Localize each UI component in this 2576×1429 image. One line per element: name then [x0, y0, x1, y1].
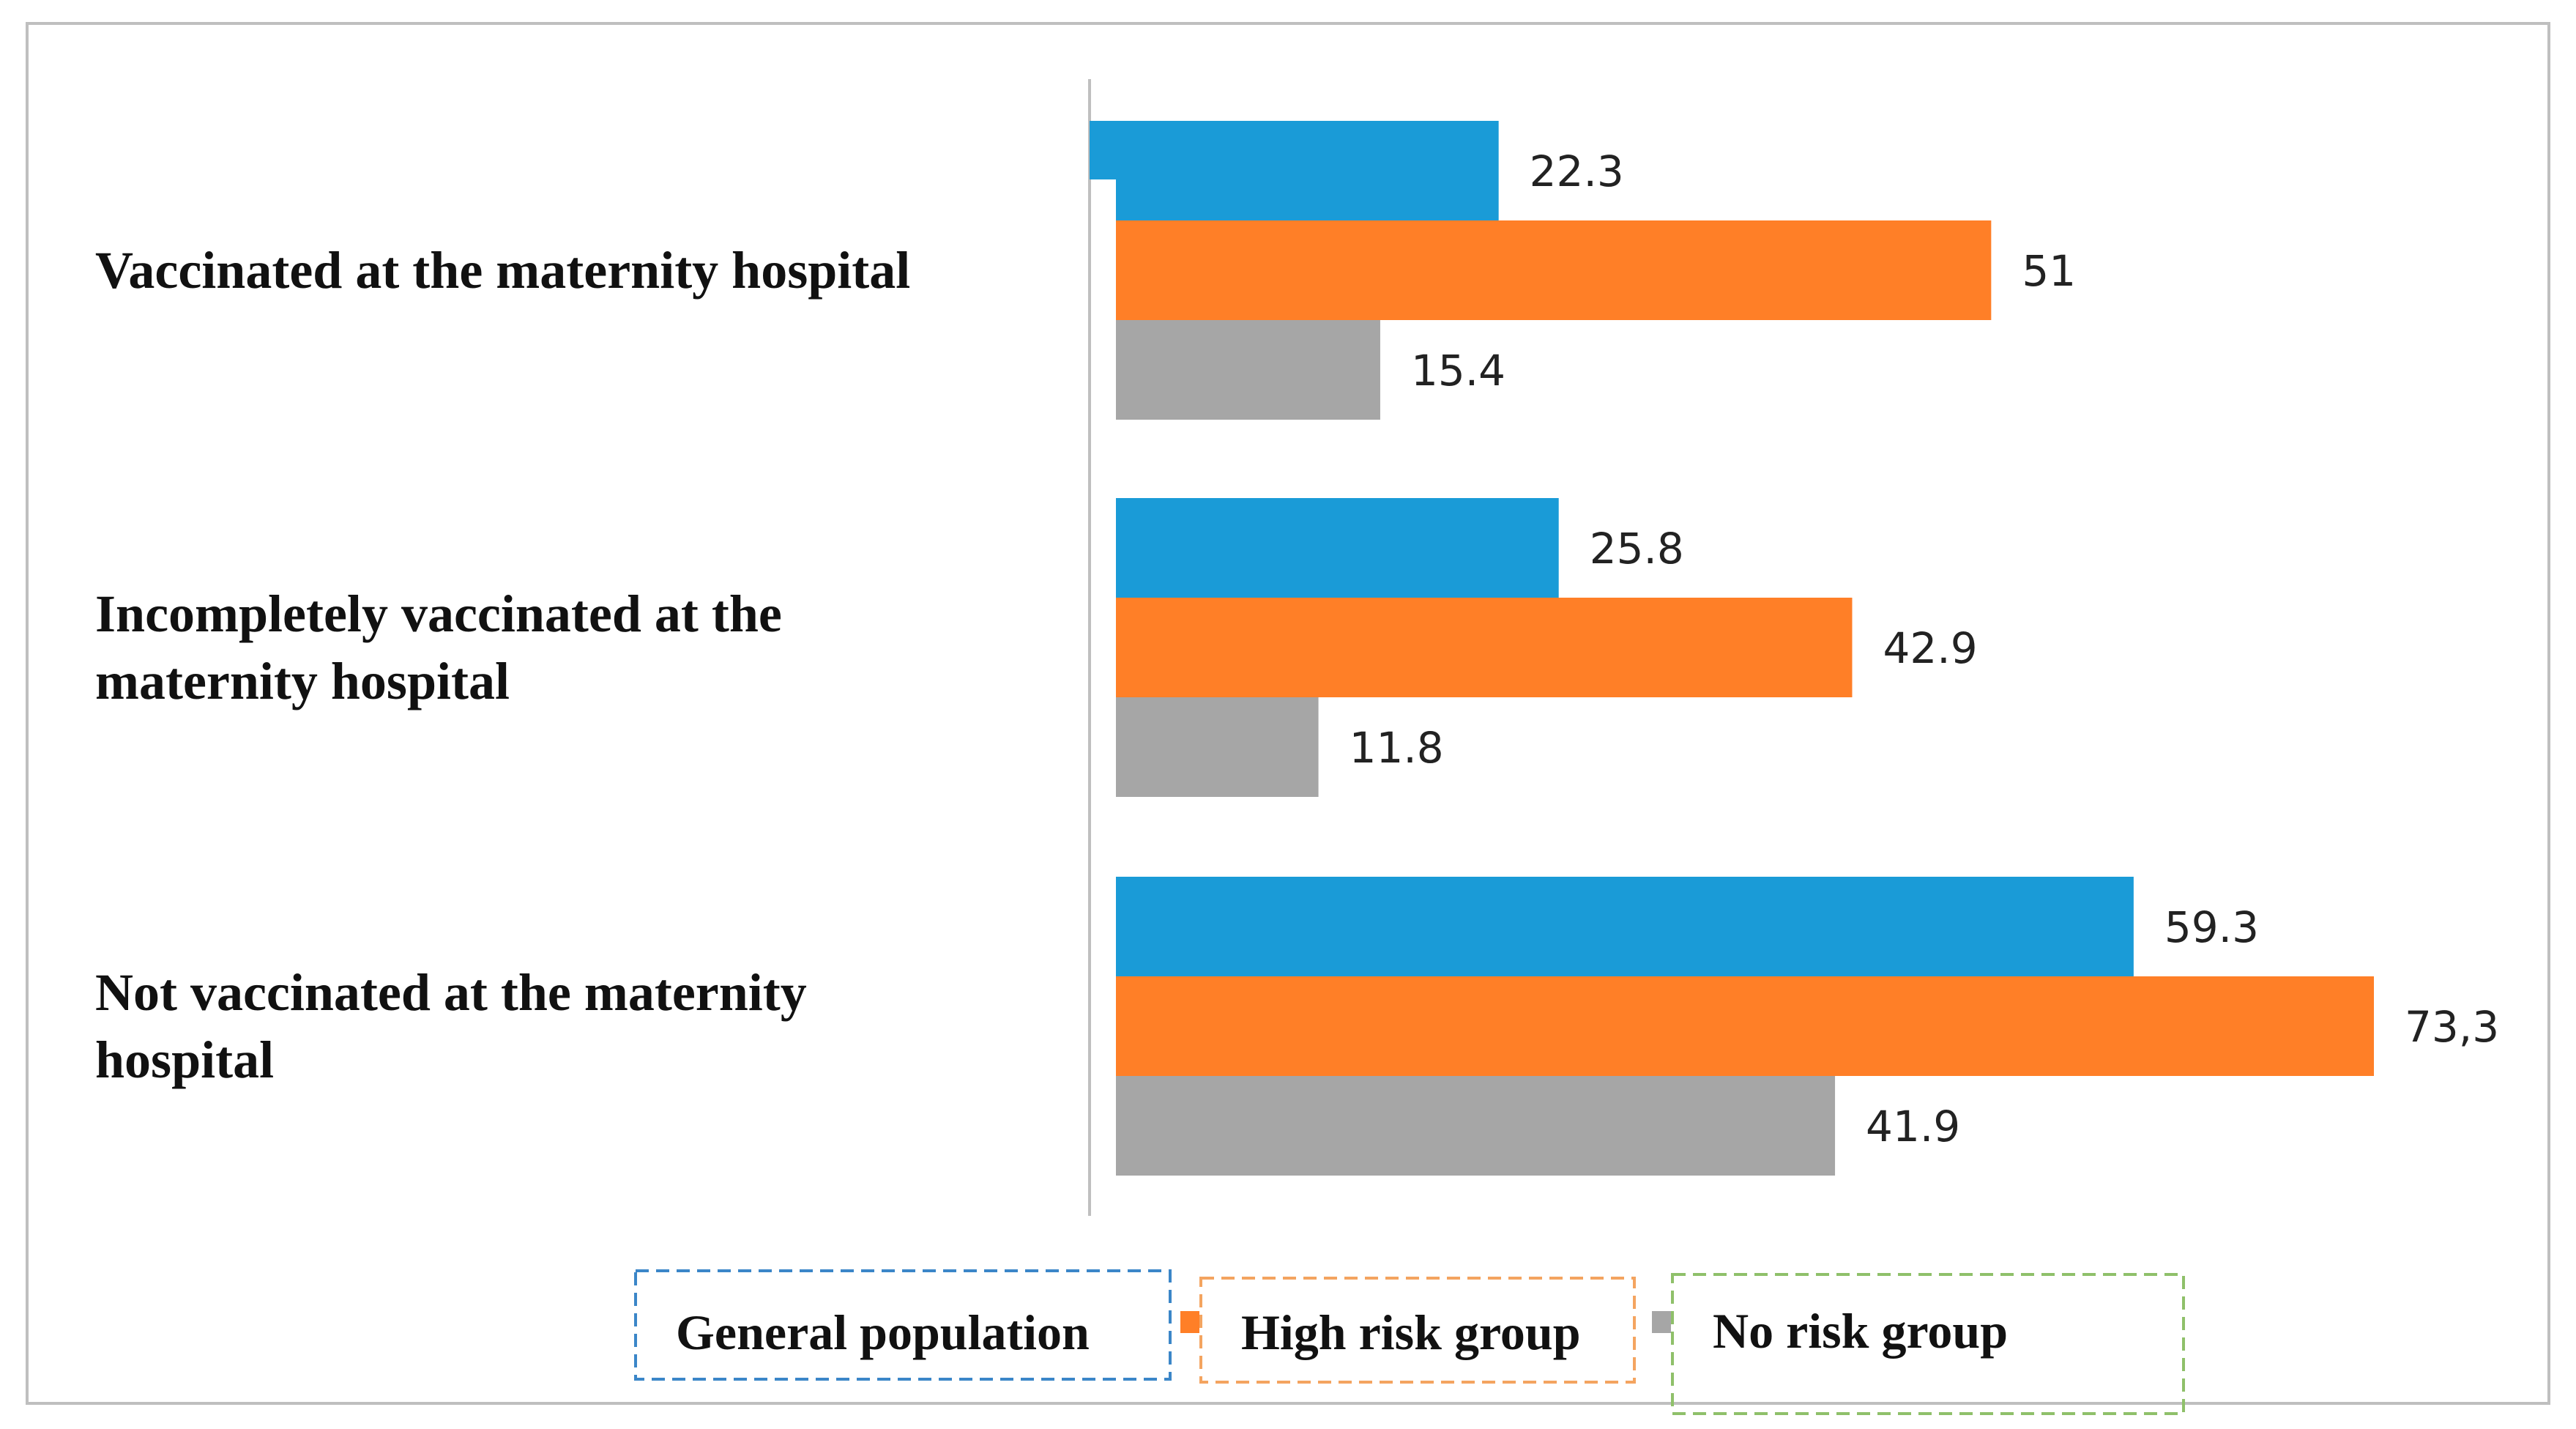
bar: [1116, 498, 1559, 598]
legend-entry-border: [634, 1269, 1172, 1381]
legend-entry-border: [1199, 1277, 1636, 1384]
category-label-line: hospital: [95, 1031, 274, 1089]
category-label: Not vaccinated at the maternity hospital: [95, 963, 807, 1089]
data-label: 22.3: [1530, 146, 1624, 196]
category-label: Incompletely vaccinated at the maternity …: [95, 584, 782, 710]
category-label-line: maternity hospital: [95, 652, 510, 710]
legend-swatch: [1652, 1311, 1671, 1333]
legend-entry-border: [1671, 1273, 2185, 1415]
legend-label: No risk group: [1713, 1303, 2008, 1359]
data-label: 41.9: [1866, 1102, 1960, 1151]
data-label: 59.3: [2164, 902, 2259, 952]
data-label: 15.4: [1411, 346, 1505, 396]
bar: [1116, 697, 1319, 797]
category-label: Vaccinated at the maternity hospital: [95, 241, 910, 300]
category-labels: Vaccinated at the maternity hospital Inco…: [95, 241, 910, 1089]
category-label-line: Incompletely vaccinated at the: [95, 584, 782, 643]
data-label: 11.8: [1350, 723, 1444, 773]
bar: [1116, 1076, 1836, 1176]
data-label: 42.9: [1883, 623, 1977, 673]
bars: [1090, 121, 2374, 1176]
legend: General population High risk group No risk…: [634, 1269, 2185, 1415]
bar: [1116, 976, 2374, 1076]
category-label-line: Vaccinated at the maternity hospital: [95, 241, 910, 300]
bar: [1116, 320, 1380, 420]
bar: [1116, 877, 2134, 976]
value-labels: 22.3 25.8 59.3 51 42.9 73,3 15.4 11.8 41.9: [1350, 146, 2500, 1151]
category-label-line: Not vaccinated at the maternity: [95, 963, 807, 1022]
bar-overhang: [1090, 121, 1116, 179]
data-label: 51: [2022, 246, 2076, 296]
legend-label: High risk group: [1241, 1304, 1581, 1360]
data-label: 73,3: [2405, 1002, 2499, 1052]
bar: [1116, 121, 1499, 220]
bar: [1116, 598, 1853, 697]
data-label: 25.8: [1590, 524, 1684, 574]
legend-swatch: [1180, 1311, 1199, 1333]
legend-label: General population: [676, 1304, 1090, 1360]
bar: [1116, 220, 1992, 320]
